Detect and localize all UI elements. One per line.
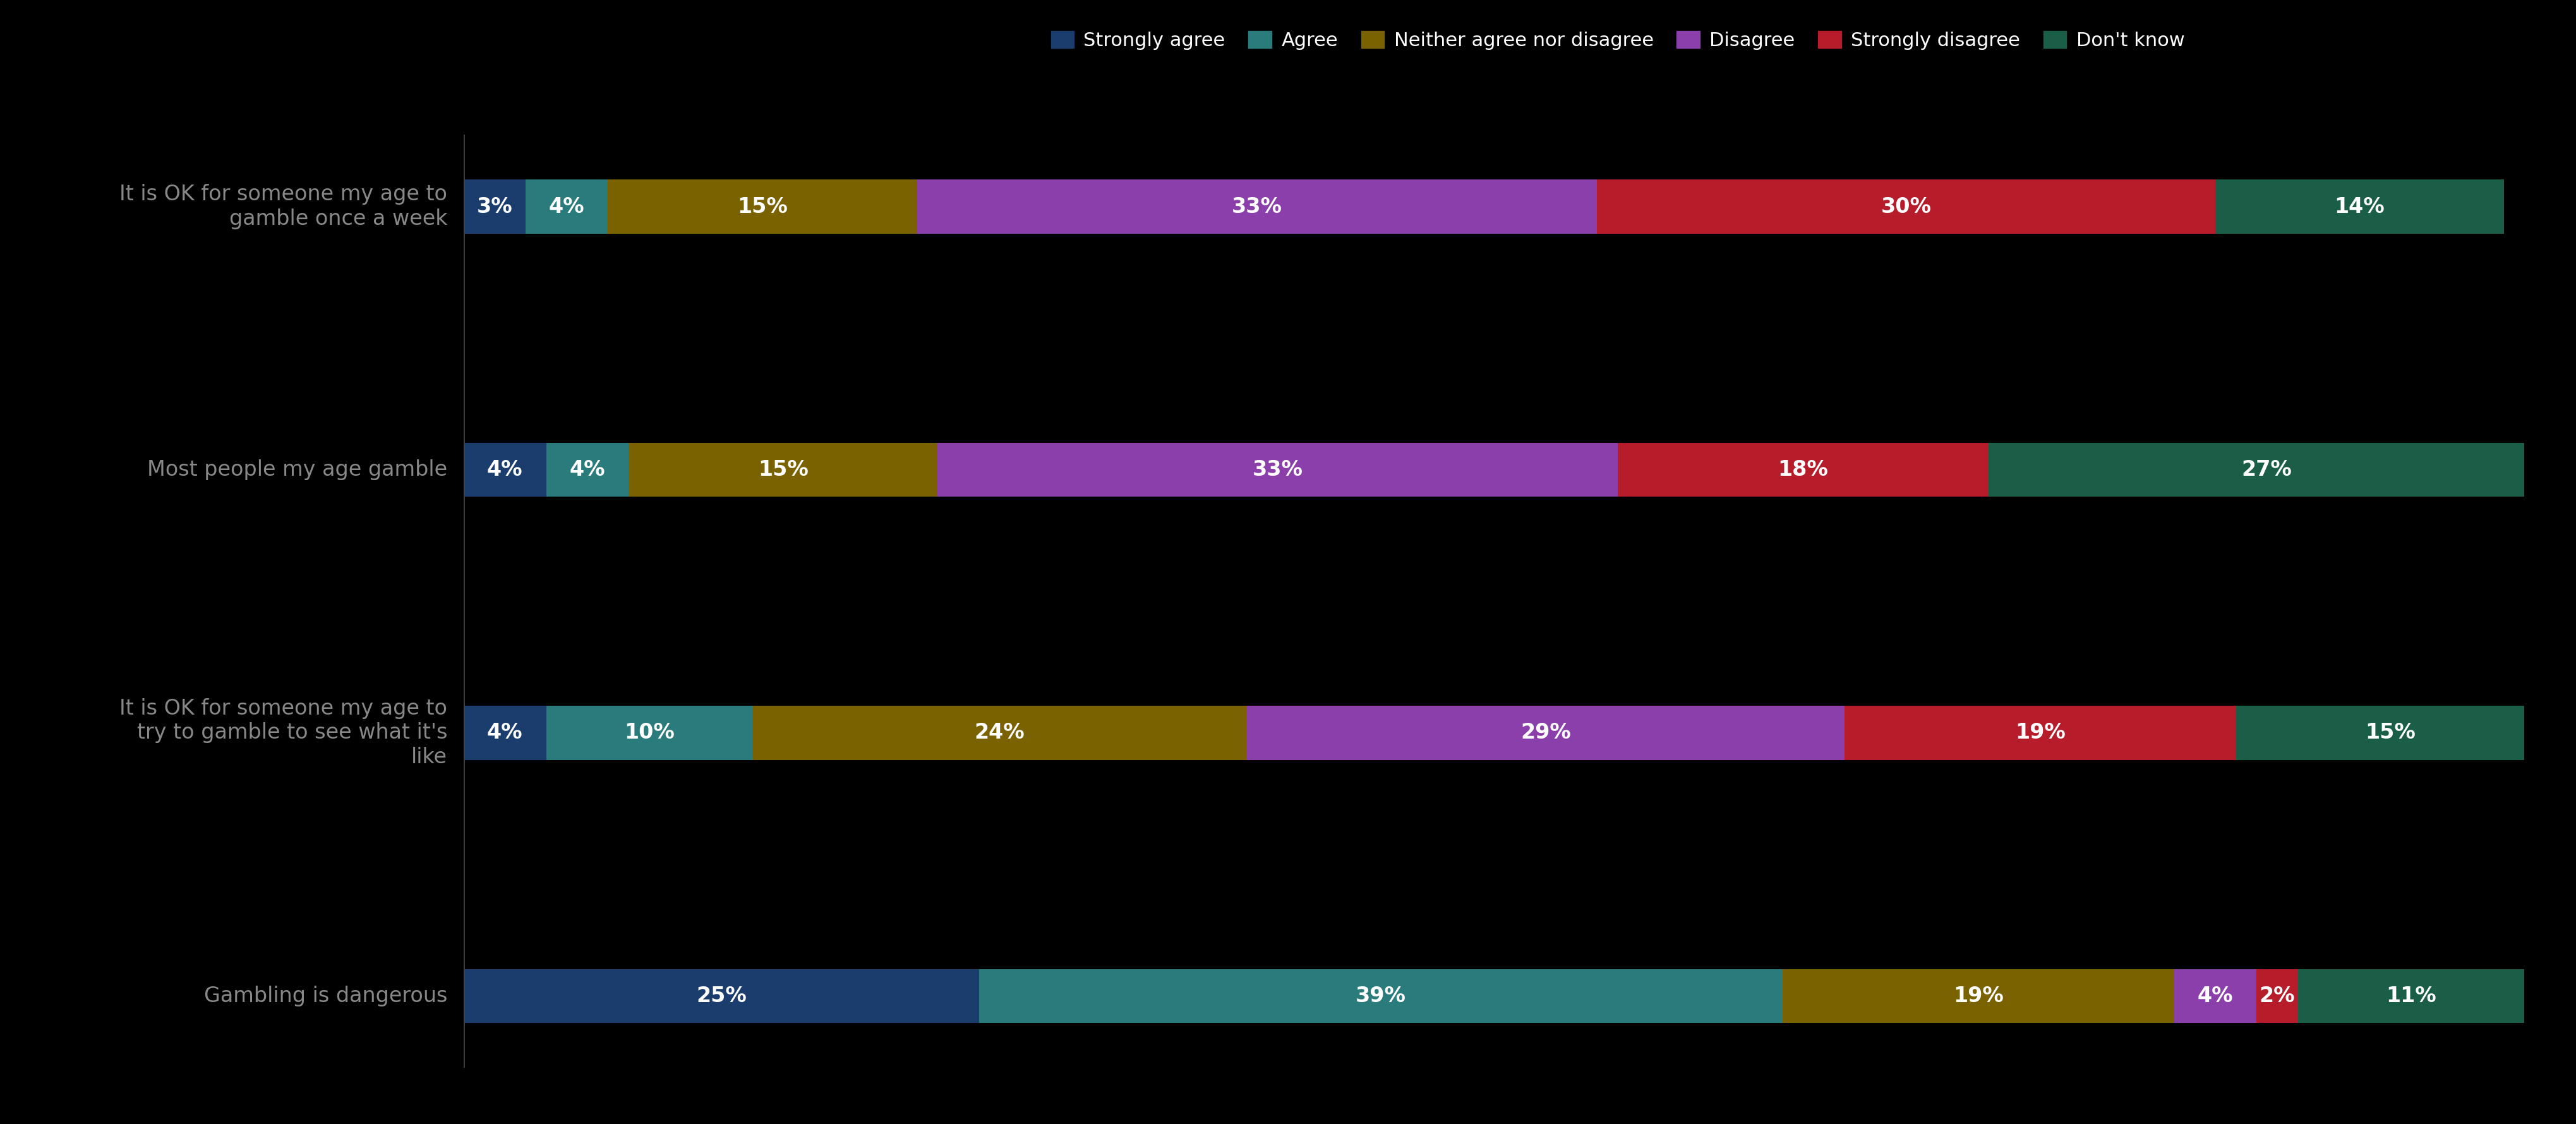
Text: 33%: 33% <box>1231 197 1283 217</box>
Text: 4%: 4% <box>549 197 585 217</box>
Bar <box>546 443 629 497</box>
Text: 33%: 33% <box>1252 460 1303 480</box>
Bar <box>1989 443 2545 497</box>
Text: 25%: 25% <box>696 986 747 1006</box>
Bar <box>608 180 917 234</box>
Bar <box>464 706 546 760</box>
Bar <box>2174 969 2257 1023</box>
Text: 39%: 39% <box>1355 986 1406 1006</box>
Bar <box>2257 969 2298 1023</box>
Bar <box>938 443 1618 497</box>
Legend: Strongly agree, Agree, Neither agree nor disagree, Disagree, Strongly disagree, : Strongly agree, Agree, Neither agree nor… <box>1043 24 2192 57</box>
Bar <box>752 706 1247 760</box>
Text: 4%: 4% <box>569 460 605 480</box>
Text: 24%: 24% <box>974 723 1025 743</box>
Bar <box>979 969 1783 1023</box>
Bar <box>629 443 938 497</box>
Bar <box>1618 443 1989 497</box>
Bar <box>526 180 608 234</box>
Text: 3%: 3% <box>477 197 513 217</box>
Text: 10%: 10% <box>623 723 675 743</box>
Bar <box>917 180 1597 234</box>
Text: 15%: 15% <box>737 197 788 217</box>
Bar <box>464 443 546 497</box>
Text: 11%: 11% <box>2385 986 2437 1006</box>
Text: 19%: 19% <box>2014 723 2066 743</box>
Text: 15%: 15% <box>2365 723 2416 743</box>
Bar <box>464 969 979 1023</box>
Text: 4%: 4% <box>2197 986 2233 1006</box>
Text: 30%: 30% <box>1880 197 1932 217</box>
Text: 4%: 4% <box>487 723 523 743</box>
Bar <box>2215 180 2504 234</box>
Bar <box>2298 969 2524 1023</box>
Bar <box>1844 706 2236 760</box>
Text: 18%: 18% <box>1777 460 1829 480</box>
Text: 29%: 29% <box>1520 723 1571 743</box>
Bar <box>1597 180 2215 234</box>
Text: 4%: 4% <box>487 460 523 480</box>
Bar <box>2236 706 2545 760</box>
Bar <box>1783 969 2174 1023</box>
Text: 15%: 15% <box>757 460 809 480</box>
Bar <box>1247 706 1844 760</box>
Text: 14%: 14% <box>2334 197 2385 217</box>
Text: 27%: 27% <box>2241 460 2293 480</box>
Bar <box>546 706 752 760</box>
Bar <box>464 180 526 234</box>
Text: 19%: 19% <box>1953 986 2004 1006</box>
Text: 2%: 2% <box>2259 986 2295 1006</box>
